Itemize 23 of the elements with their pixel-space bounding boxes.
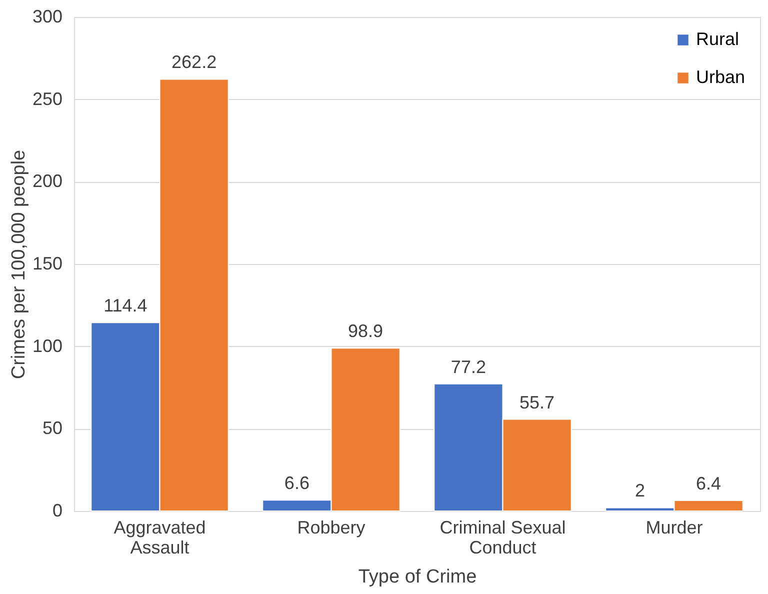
data-label: 77.2 bbox=[450, 356, 486, 377]
y-tick-label: 150 bbox=[32, 254, 62, 274]
data-label: 98.9 bbox=[348, 321, 384, 342]
y-tick-label: 250 bbox=[32, 88, 62, 109]
data-label: 114.4 bbox=[104, 296, 148, 316]
y-tick-label: 300 bbox=[32, 6, 62, 26]
y-tick-label: 50 bbox=[42, 418, 62, 438]
data-label: 6.4 bbox=[696, 473, 722, 494]
x-tick-label: Aggravated Assault bbox=[114, 518, 206, 558]
y-tick-label: 0 bbox=[52, 500, 62, 520]
data-label: 6.6 bbox=[284, 473, 310, 494]
y-axis-title: Crimes per 100,000 people bbox=[8, 150, 30, 380]
x-tick-label: Criminal Sexual Conduct bbox=[440, 518, 566, 558]
data-label: 262.2 bbox=[172, 52, 217, 72]
y-tick-label: 100 bbox=[32, 336, 62, 356]
x-axis-title: Type of Crime bbox=[358, 566, 477, 588]
data-label: 55.7 bbox=[520, 392, 555, 412]
legend-label: Urban bbox=[696, 67, 746, 87]
y-tick-label: 200 bbox=[32, 171, 62, 192]
data-label: 2 bbox=[634, 480, 645, 501]
x-tick-label: Murder bbox=[646, 518, 703, 538]
legend-label: Rural bbox=[696, 29, 740, 49]
x-tick-label: Robbery bbox=[297, 518, 366, 538]
